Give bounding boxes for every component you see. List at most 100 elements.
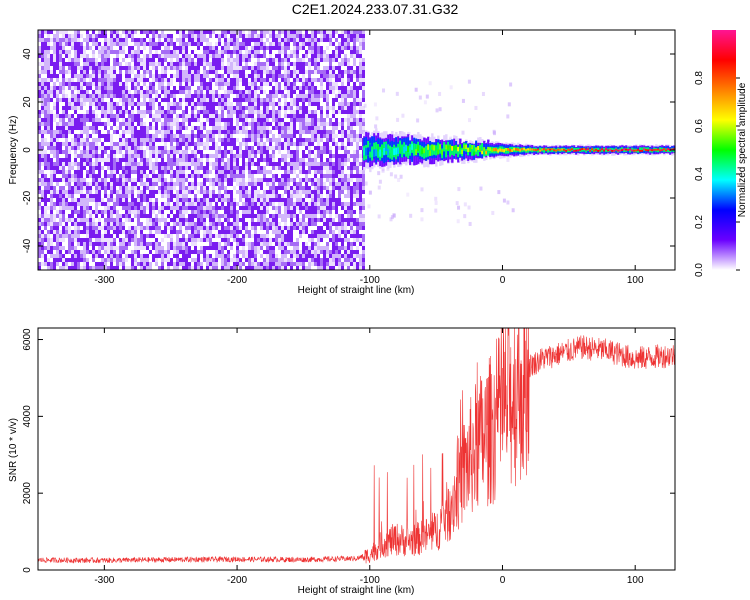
spectrogram-noise-cell [230, 158, 233, 162]
spectrogram-noise-cell [47, 166, 50, 170]
spectrogram-noise-cell [170, 130, 173, 134]
spectrogram-noise-cell [197, 94, 200, 98]
spectrogram-noise-cell [305, 54, 308, 58]
spectrogram-noise-cell [62, 174, 65, 178]
spectrogram-noise-cell [137, 146, 140, 150]
spectrogram-noise-cell [254, 50, 257, 54]
spectrogram-noise-cell [272, 38, 275, 42]
spectrogram-noise-cell [311, 202, 314, 206]
spectrogram-noise-cell [317, 90, 320, 94]
spectrogram-noise-cell [215, 66, 218, 70]
spectrogram-noise-cell [215, 222, 218, 226]
spectrogram-noise-cell [164, 254, 167, 258]
spectrogram-noise-cell [224, 174, 227, 178]
spectrogram-noise-cell [203, 106, 206, 110]
spectrogram-noise-cell [182, 186, 185, 190]
spectrogram-noise-cell [116, 58, 119, 62]
spectrogram-noise-cell [38, 62, 41, 66]
spectrogram-noise-cell [302, 262, 305, 266]
spectrogram-noise-cell [77, 146, 80, 150]
spectrogram-noise-cell [287, 86, 290, 90]
spectrogram-noise-cell [62, 170, 65, 174]
spectrogram-noise-cell [233, 106, 236, 110]
spectrogram-noise-cell [170, 90, 173, 94]
spectrogram-noise-cell [218, 254, 221, 258]
spectrogram-noise-cell [287, 226, 290, 230]
spectrogram-noise-cell [323, 30, 326, 34]
spectrogram-noise-cell [317, 66, 320, 70]
spectrogram-noise-cell [314, 182, 317, 186]
spectrogram-noise-cell [218, 86, 221, 90]
spectrogram-noise-cell [245, 50, 248, 54]
spectrogram-noise-cell [176, 202, 179, 206]
spectrogram-noise-cell [230, 234, 233, 238]
spectrogram-noise-cell [308, 114, 311, 118]
spectrogram-noise-cell [128, 166, 131, 170]
spectrogram-noise-cell [215, 62, 218, 66]
spectrogram-noise-cell [155, 206, 158, 210]
spectrogram-noise-cell [278, 202, 281, 206]
spectrogram-noise-cell [164, 126, 167, 130]
spectrogram-noise-cell [284, 78, 287, 82]
spectrogram-noise-cell [194, 30, 197, 34]
spectrogram-noise-cell [104, 90, 107, 94]
spectrogram-noise-cell [125, 118, 128, 122]
spectrogram-noise-cell [164, 194, 167, 198]
spectrogram-noise-cell [320, 90, 323, 94]
spectrogram-noise-cell [245, 222, 248, 226]
spectrogram-noise-cell [113, 70, 116, 74]
spectrogram-noise-cell [74, 170, 77, 174]
spectrogram-noise-cell [134, 162, 137, 166]
spectrogram-noise-cell [203, 134, 206, 138]
spectrogram-noise-cell [269, 190, 272, 194]
spectrogram-noise-cell [116, 254, 119, 258]
spectrogram-noise-cell [224, 134, 227, 138]
spectrogram-noise-cell [164, 142, 167, 146]
spectrogram-noise-cell [326, 178, 329, 182]
spectrogram-noise-cell [89, 194, 92, 198]
spectrogram-noise-cell [98, 70, 101, 74]
spectrogram-noise-cell [311, 98, 314, 102]
spectrogram-noise-cell [275, 214, 278, 218]
spectrogram-noise-cell [293, 158, 296, 162]
spectrogram-noise-cell [227, 94, 230, 98]
spectrogram-noise-cell [44, 78, 47, 82]
spectrogram-noise-cell [65, 250, 68, 254]
spectrogram-noise-cell [50, 130, 53, 134]
spectrogram-noise-cell [140, 266, 143, 270]
spectrogram-noise-cell [74, 34, 77, 38]
spectrogram-noise-cell [47, 230, 50, 234]
spectrogram-noise-cell [50, 150, 53, 154]
spectrogram-noise-cell [248, 214, 251, 218]
spectrogram-noise-cell [176, 142, 179, 146]
spectrogram-noise-cell [107, 118, 110, 122]
spectrogram-noise-cell [191, 78, 194, 82]
spectrogram-noise-cell [128, 66, 131, 70]
spectrogram-noise-cell [41, 86, 44, 90]
spectrogram-noise-cell [92, 30, 95, 34]
spectrogram-noise-cell [260, 86, 263, 90]
spectrogram-noise-cell [158, 138, 161, 142]
spectrogram-noise-cell [239, 190, 242, 194]
spectrogram-noise-cell [110, 66, 113, 70]
spectrogram-noise-cell [179, 70, 182, 74]
spectrogram-noise-cell [128, 90, 131, 94]
spectrogram-noise-cell [227, 114, 230, 118]
spectrogram-noise-cell [86, 30, 89, 34]
spectrogram-noise-cell [197, 222, 200, 226]
spectrogram-noise-cell [221, 162, 224, 166]
spectrogram-noise-cell [203, 230, 206, 234]
spectrogram-noise-cell [38, 146, 41, 150]
spectrogram-noise-cell [305, 62, 308, 66]
spectrogram-noise-cell [326, 74, 329, 78]
spectrogram-noise-cell [86, 162, 89, 166]
spectrogram-noise-cell [254, 122, 257, 126]
spectrogram-noise-cell [251, 182, 254, 186]
spectrogram-noise-cell [125, 186, 128, 190]
spectrogram-noise-cell [146, 86, 149, 90]
spectrogram-noise-cell [83, 266, 86, 270]
spectrogram-noise-cell [71, 162, 74, 166]
spectrogram-noise-cell [185, 162, 188, 166]
spectrogram-noise-cell [290, 38, 293, 42]
spectrogram-noise-cell [326, 174, 329, 178]
